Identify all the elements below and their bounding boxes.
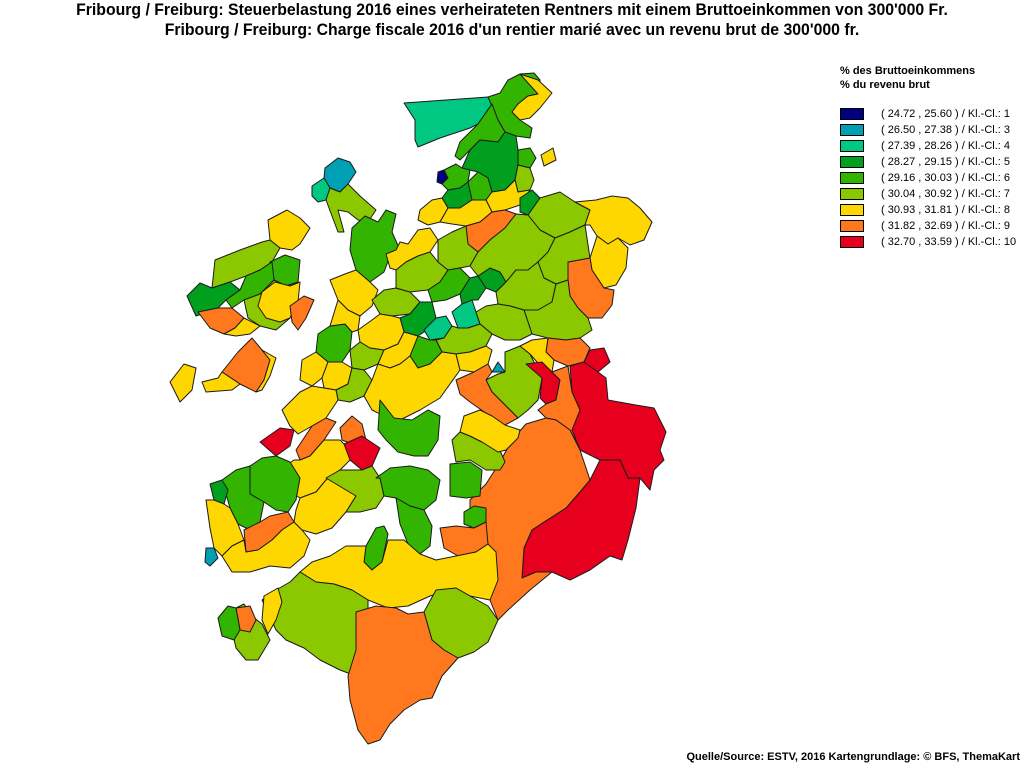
region-class-8[interactable] xyxy=(281,385,339,435)
region-class-9[interactable] xyxy=(455,363,519,426)
region-class-4[interactable] xyxy=(451,299,481,329)
legend-label: ( 24.72 , 25.60 ) / Kl.-Cl.: 1 xyxy=(881,108,1011,120)
region-class-8[interactable] xyxy=(329,299,361,333)
region-class-8[interactable] xyxy=(485,179,531,213)
region-class-3[interactable] xyxy=(491,361,506,373)
legend-swatch xyxy=(840,140,864,152)
region-class-7[interactable] xyxy=(514,164,535,193)
region-class-6[interactable] xyxy=(449,461,483,499)
legend-label: ( 27.39 , 28.26 ) / Kl.-Cl.: 4 xyxy=(881,140,1011,152)
region-class-8[interactable] xyxy=(169,363,197,403)
legend-swatch xyxy=(840,124,864,136)
region-class-5[interactable] xyxy=(209,479,229,505)
region-class-8[interactable] xyxy=(511,73,553,121)
legend-title-german: % des Bruttoeinkommens xyxy=(840,65,976,77)
region-class-8[interactable] xyxy=(459,409,521,453)
region-class-6[interactable] xyxy=(517,147,537,169)
legend-swatch xyxy=(840,156,864,168)
region-class-5[interactable] xyxy=(459,275,487,305)
map-title-german: Fribourg / Freiburg: Steuerbelastung 201… xyxy=(76,0,948,19)
legend-label: ( 30.04 , 30.92 ) / Kl.-Cl.: 7 xyxy=(881,188,1011,200)
region-class-8[interactable] xyxy=(299,539,499,609)
region-class-6[interactable] xyxy=(375,465,441,511)
legend-item: ( 28.27 , 29.15 ) / Kl.-Cl.: 5 xyxy=(840,154,1024,170)
legend-item: ( 30.93 , 31.81 ) / Kl.-Cl.: 8 xyxy=(840,202,1024,218)
region-class-9[interactable] xyxy=(289,295,315,331)
region-class-8[interactable] xyxy=(261,587,283,635)
region-class-8[interactable] xyxy=(223,317,261,337)
region-class-6[interactable] xyxy=(217,605,241,641)
region-class-6[interactable] xyxy=(377,399,441,457)
region-class-6[interactable] xyxy=(395,497,433,555)
legend-item: ( 27.39 , 28.26 ) / Kl.-Cl.: 4 xyxy=(840,138,1024,154)
legend-swatch xyxy=(840,236,864,248)
legend-item: ( 31.82 , 32.69 ) / Kl.-Cl.: 9 xyxy=(840,218,1024,234)
legend-title-french: % du revenu brut xyxy=(840,79,930,91)
region-class-8[interactable] xyxy=(201,371,241,393)
legend-swatch xyxy=(840,188,864,200)
legend-item: ( 32.70 , 33.59 ) / Kl.-Cl.: 10 xyxy=(840,234,1024,250)
region-class-3[interactable] xyxy=(204,547,219,567)
legend-label: ( 30.93 , 31.81 ) / Kl.-Cl.: 8 xyxy=(881,204,1011,216)
legend-item: ( 26.50 , 27.38 ) / Kl.-Cl.: 3 xyxy=(840,122,1024,138)
legend-item: ( 30.04 , 30.92 ) / Kl.-Cl.: 7 xyxy=(840,186,1024,202)
region-class-9[interactable] xyxy=(347,605,459,745)
region-class-10[interactable] xyxy=(259,427,295,457)
legend-label: ( 29.16 , 30.03 ) / Kl.-Cl.: 6 xyxy=(881,172,1011,184)
region-class-8[interactable] xyxy=(455,345,493,373)
region-class-8[interactable] xyxy=(255,349,277,393)
legend-item: ( 24.72 , 25.60 ) / Kl.-Cl.: 1 xyxy=(840,106,1024,122)
region-class-8[interactable] xyxy=(574,195,653,246)
region-class-8[interactable] xyxy=(519,337,555,373)
legend-label: ( 28.27 , 29.15 ) / Kl.-Cl.: 5 xyxy=(881,156,1011,168)
legend-item: ( 29.16 , 30.03 ) / Kl.-Cl.: 6 xyxy=(840,170,1024,186)
map-title-french: Fribourg / Freiburg: Charge fiscale 2016… xyxy=(164,20,860,39)
region-class-8[interactable] xyxy=(540,147,557,167)
region-class-6[interactable] xyxy=(225,261,275,309)
source-credit: Quelle/Source: ESTV, 2016 Kartengrundlag… xyxy=(686,751,1020,763)
legend-swatch xyxy=(840,108,864,120)
legend-swatch xyxy=(840,204,864,216)
region-class-10[interactable] xyxy=(343,435,381,471)
legend: % des Bruttoeinkommens % du revenu brut … xyxy=(840,64,1024,250)
legend-list: ( 24.72 , 25.60 ) / Kl.-Cl.: 1 ( 26.50 ,… xyxy=(840,106,1024,250)
legend-swatch xyxy=(840,172,864,184)
legend-label: ( 32.70 , 33.59 ) / Kl.-Cl.: 10 xyxy=(881,236,1017,248)
legend-label: ( 26.50 , 27.38 ) / Kl.-Cl.: 3 xyxy=(881,124,1011,136)
legend-swatch xyxy=(840,220,864,232)
legend-label: ( 31.82 , 32.69 ) / Kl.-Cl.: 9 xyxy=(881,220,1011,232)
